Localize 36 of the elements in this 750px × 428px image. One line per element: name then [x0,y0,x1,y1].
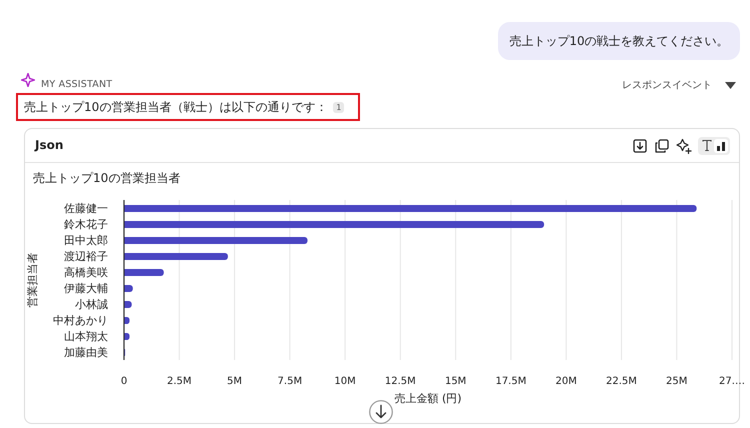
x-tick-label: 22.5M [606,376,637,388]
bar [124,205,697,212]
text: 売上トップ10の営業担当者（戦士）は以下の通りです： [24,98,328,116]
x-tick-label: 5M [227,376,242,388]
y-tick-label: 佐藤健一 [64,202,108,215]
x-tick-label: 7.5M [278,376,302,388]
bar [124,253,228,260]
y-tick-label: 加藤由美 [64,346,108,359]
x-tick-label: 20M [556,376,577,388]
bar [124,269,164,276]
x-tick-label: 17.5M [495,376,526,388]
x-tick-label: 27.… [719,376,745,388]
y-tick-label: 伊藤大輔 [64,282,108,295]
y-tick-label: 渡辺裕子 [64,250,108,263]
y-tick-label: 小林誠 [75,298,108,311]
bar [124,221,544,228]
chart-title: 売上トップ10の営業担当者 [33,171,180,185]
y-tick-label: 鈴木花子 [64,218,108,231]
y-tick-label: 山本翔太 [64,330,108,343]
y-tick-label: 中村あかり [53,314,108,327]
text: MY ASSISTANT [41,79,112,90]
x-tick-label: 25M [666,376,688,388]
x-axis-title: 売上金額 (円) [394,392,462,405]
y-tick-label: 高橋美咲 [64,266,108,279]
text: 売上トップ10の戦士を教えてください。 [509,32,729,50]
text: レスポンスイベント [622,80,712,91]
x-tick-label: 2.5M [167,376,192,388]
text: 1 [336,102,342,112]
x-tick-label: 0 [120,376,128,388]
x-tick-label: 15M [444,376,466,388]
y-axis-title: 営業担当者 [26,252,39,308]
bar [124,237,308,244]
x-tick-label: 10M [334,376,356,388]
y-tick-label: 田中太郎 [64,234,108,247]
x-tick-label: 12.5M [384,376,416,388]
text: Json [35,138,64,152]
